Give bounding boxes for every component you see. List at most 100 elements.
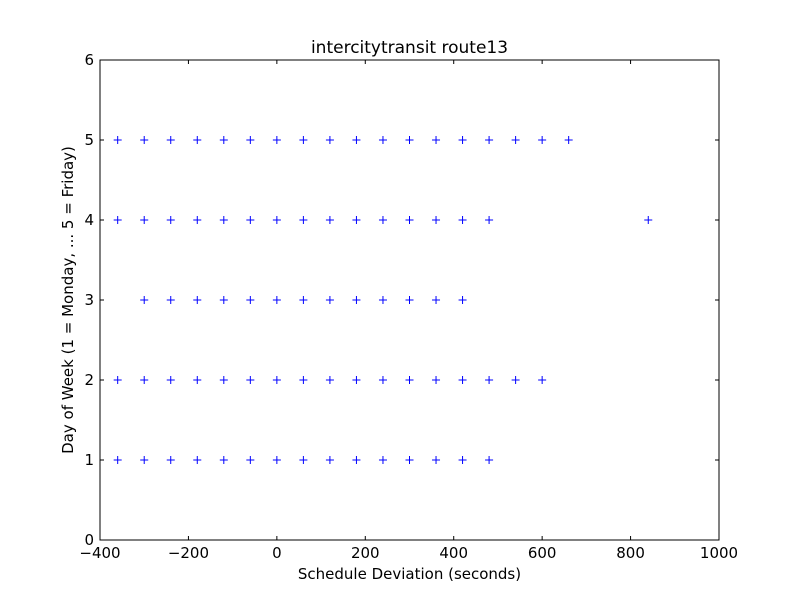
data-point xyxy=(485,376,494,384)
data-point xyxy=(405,216,414,224)
data-point xyxy=(325,216,334,224)
y-tick-label: 5 xyxy=(84,131,94,149)
data-point xyxy=(166,456,175,464)
data-point xyxy=(113,376,122,384)
data-point xyxy=(166,136,175,144)
data-point xyxy=(485,216,494,224)
data-point xyxy=(140,456,149,464)
data-point xyxy=(458,136,467,144)
data-point xyxy=(299,376,308,384)
y-tick-label: 3 xyxy=(84,291,94,309)
data-point xyxy=(432,216,441,224)
data-point xyxy=(458,456,467,464)
data-point xyxy=(644,216,653,224)
data-point xyxy=(405,376,414,384)
y-tick-label: 6 xyxy=(84,51,94,69)
data-point xyxy=(352,376,361,384)
data-point xyxy=(299,216,308,224)
data-point xyxy=(299,296,308,304)
data-point xyxy=(299,136,308,144)
x-tick-label: 600 xyxy=(528,544,557,562)
data-point xyxy=(113,136,122,144)
data-point xyxy=(246,296,255,304)
data-point xyxy=(378,376,387,384)
y-tick-label: 4 xyxy=(84,211,94,229)
data-point xyxy=(511,376,520,384)
data-point xyxy=(272,376,281,384)
data-point xyxy=(113,456,122,464)
y-tick-label: 0 xyxy=(84,531,94,549)
data-point xyxy=(325,136,334,144)
y-axis-label: Day of Week (1 = Monday, ... 5 = Friday) xyxy=(59,146,77,454)
x-tick-label: −200 xyxy=(168,544,209,562)
data-point xyxy=(564,136,573,144)
data-point xyxy=(378,456,387,464)
data-point xyxy=(405,296,414,304)
chart-title: intercitytransit route13 xyxy=(311,38,508,58)
data-point xyxy=(405,136,414,144)
data-point xyxy=(432,376,441,384)
data-point xyxy=(458,376,467,384)
data-point xyxy=(113,216,122,224)
data-point xyxy=(352,136,361,144)
data-point xyxy=(378,136,387,144)
data-point xyxy=(193,216,202,224)
plot-frame xyxy=(99,59,720,541)
x-tick-label: 400 xyxy=(439,544,468,562)
data-point xyxy=(432,456,441,464)
data-point xyxy=(219,296,228,304)
y-tick-label: 2 xyxy=(84,371,94,389)
data-point xyxy=(246,456,255,464)
data-point xyxy=(193,296,202,304)
data-point xyxy=(219,376,228,384)
data-point xyxy=(325,376,334,384)
data-point xyxy=(272,456,281,464)
data-point xyxy=(219,456,228,464)
data-point xyxy=(299,456,308,464)
data-point xyxy=(193,136,202,144)
data-point xyxy=(246,376,255,384)
x-tick-label: 0 xyxy=(272,544,282,562)
data-point xyxy=(378,216,387,224)
data-point xyxy=(166,376,175,384)
data-point xyxy=(219,216,228,224)
data-point xyxy=(140,376,149,384)
data-point xyxy=(325,296,334,304)
data-point xyxy=(140,296,149,304)
data-point xyxy=(432,296,441,304)
data-points xyxy=(113,136,653,464)
x-tick-label: 800 xyxy=(616,544,645,562)
data-point xyxy=(246,136,255,144)
data-point xyxy=(378,296,387,304)
data-point xyxy=(193,376,202,384)
data-point xyxy=(432,136,441,144)
data-point xyxy=(538,376,547,384)
data-point xyxy=(140,216,149,224)
data-point xyxy=(352,296,361,304)
data-point xyxy=(140,136,149,144)
x-axis-label: Schedule Deviation (seconds) xyxy=(298,565,521,583)
data-point xyxy=(538,136,547,144)
x-tick-label: 200 xyxy=(351,544,380,562)
data-point xyxy=(458,216,467,224)
x-tick-label: −400 xyxy=(79,544,120,562)
y-tick-label: 1 xyxy=(84,451,94,469)
data-point xyxy=(352,456,361,464)
x-tick-label: 1000 xyxy=(700,544,738,562)
data-point xyxy=(458,296,467,304)
data-point xyxy=(193,456,202,464)
data-point xyxy=(485,136,494,144)
data-point xyxy=(405,456,414,464)
data-point xyxy=(352,216,361,224)
data-point xyxy=(272,216,281,224)
data-point xyxy=(485,456,494,464)
data-point xyxy=(272,296,281,304)
data-point xyxy=(219,136,228,144)
data-point xyxy=(325,456,334,464)
data-point xyxy=(166,216,175,224)
x-axis-ticks: −400 −200 0 200 400 600 800 1000 xyxy=(79,60,738,562)
data-point xyxy=(272,136,281,144)
data-point xyxy=(166,296,175,304)
data-point xyxy=(246,216,255,224)
